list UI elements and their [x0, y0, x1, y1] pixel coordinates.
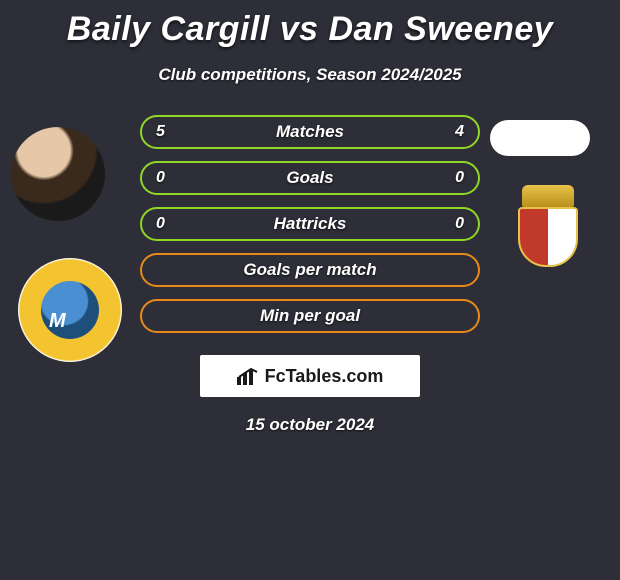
- stat-label: Matches: [276, 122, 344, 142]
- club-badge-left-inner: [41, 281, 99, 339]
- branding-badge[interactable]: FcTables.com: [200, 355, 420, 397]
- page-subtitle: Club competitions, Season 2024/2025: [0, 65, 620, 85]
- stat-value-left: 0: [156, 215, 165, 233]
- stat-row-hattricks: 0 Hattricks 0: [140, 207, 480, 241]
- stat-row-goals-per-match: Goals per match: [140, 253, 480, 287]
- club-crest-right: [500, 179, 596, 275]
- player-avatar-left: [8, 124, 108, 224]
- branding-text: FcTables.com: [265, 366, 384, 387]
- crest-crown: [522, 185, 574, 207]
- stats-panel: 5 Matches 4 0 Goals 0 0 Hattricks 0 Goal…: [140, 115, 480, 333]
- crest-shield: [518, 207, 578, 267]
- stat-label: Goals per match: [243, 260, 376, 280]
- stat-row-goals: 0 Goals 0: [140, 161, 480, 195]
- stat-row-min-per-goal: Min per goal: [140, 299, 480, 333]
- player-avatar-right: [490, 120, 590, 156]
- club-badge-right: [496, 175, 600, 279]
- stat-value-left: 0: [156, 169, 165, 187]
- stat-value-right: 0: [455, 215, 464, 233]
- club-badge-left: [18, 258, 122, 362]
- stat-value-left: 5: [156, 123, 165, 141]
- stat-label: Goals: [286, 168, 333, 188]
- stat-value-right: 0: [455, 169, 464, 187]
- stat-label: Min per goal: [260, 306, 360, 326]
- page-title: Baily Cargill vs Dan Sweeney: [0, 0, 620, 49]
- stat-row-matches: 5 Matches 4: [140, 115, 480, 149]
- stat-value-right: 4: [455, 123, 464, 141]
- stat-label: Hattricks: [274, 214, 347, 234]
- bar-chart-icon: [237, 367, 259, 385]
- page-date: 15 october 2024: [0, 415, 620, 435]
